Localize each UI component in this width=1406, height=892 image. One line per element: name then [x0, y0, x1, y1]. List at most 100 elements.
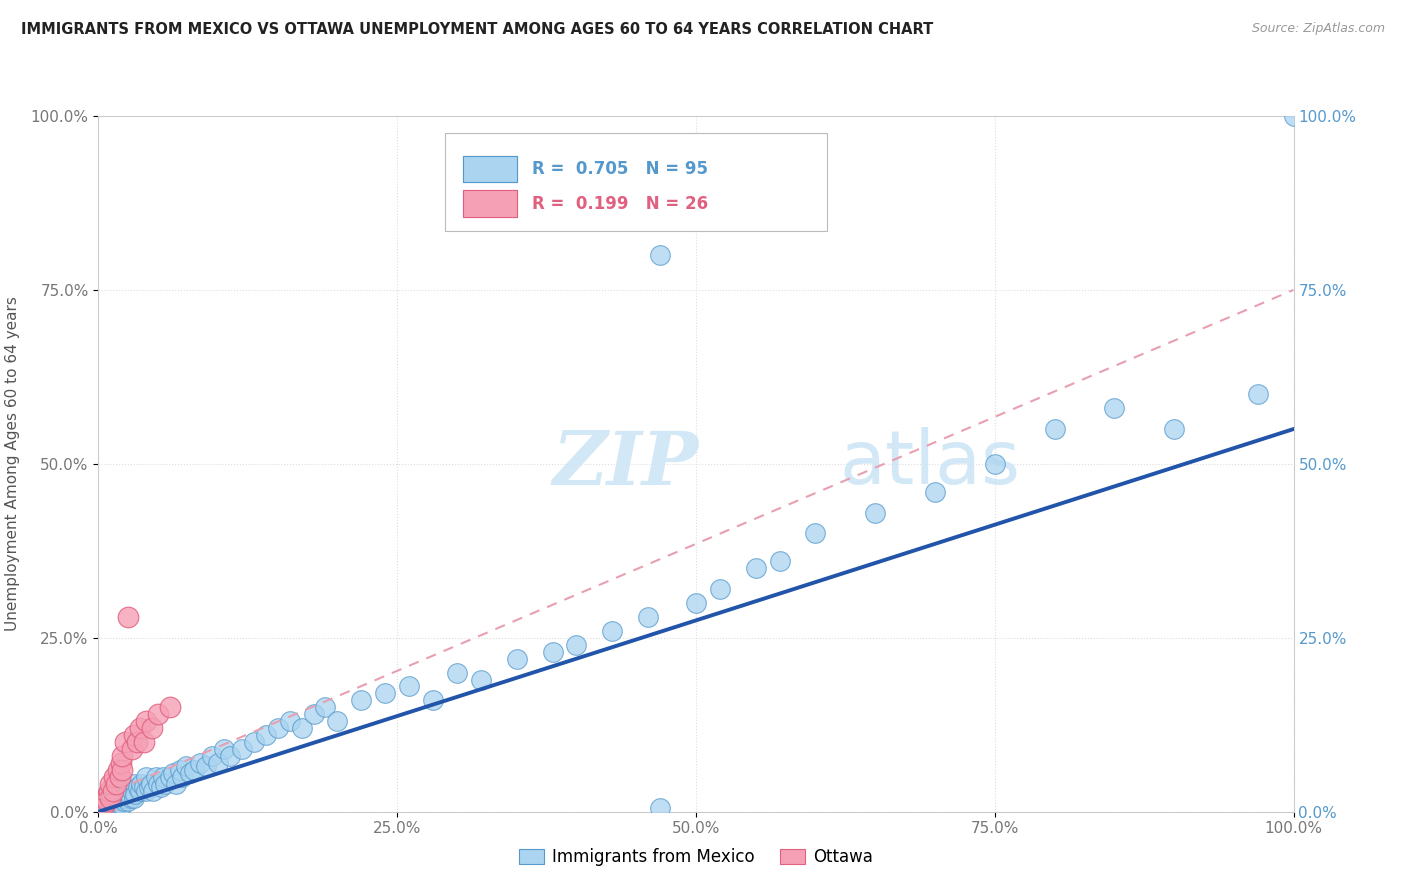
Point: [1163, 422, 1185, 436]
Point: [139, 777, 162, 791]
Point: [132, 780, 155, 795]
Point: [101, 784, 124, 798]
Point: [768, 554, 790, 568]
Point: [159, 770, 181, 784]
Point: [111, 784, 134, 798]
Point: [219, 749, 242, 764]
Point: [422, 693, 444, 707]
Point: [97, 788, 120, 801]
Point: [141, 721, 163, 735]
Point: [326, 714, 349, 729]
Point: [124, 788, 146, 801]
Point: [104, 792, 127, 806]
Text: atlas: atlas: [839, 427, 1021, 500]
Point: [105, 788, 128, 801]
Point: [98, 797, 122, 811]
Point: [98, 790, 122, 805]
Point: [148, 777, 170, 791]
Point: [107, 763, 129, 777]
Point: [117, 794, 139, 808]
Point: [105, 797, 128, 812]
Point: [124, 777, 146, 791]
Point: [315, 700, 337, 714]
Point: [162, 766, 184, 780]
Point: [107, 797, 129, 811]
Point: [138, 780, 160, 795]
Point: [470, 673, 492, 687]
Point: [101, 797, 124, 812]
Point: [108, 770, 131, 784]
Point: [105, 777, 128, 791]
Point: [1246, 387, 1268, 401]
FancyBboxPatch shape: [463, 155, 517, 182]
Point: [188, 756, 211, 770]
Point: [111, 749, 134, 764]
Point: [267, 721, 290, 735]
Point: [254, 728, 277, 742]
Point: [124, 728, 146, 742]
Point: [111, 790, 134, 805]
Text: ZIP: ZIP: [553, 427, 699, 500]
Point: [231, 742, 253, 756]
Text: Source: ZipAtlas.com: Source: ZipAtlas.com: [1251, 22, 1385, 36]
Point: [103, 770, 125, 784]
Point: [745, 561, 768, 575]
Point: [145, 770, 167, 784]
Point: [165, 777, 187, 791]
Point: [350, 693, 373, 707]
Point: [110, 756, 132, 770]
Point: [98, 784, 121, 798]
Point: [291, 721, 314, 735]
Point: [93, 801, 115, 815]
Point: [135, 770, 157, 784]
Point: [1102, 401, 1125, 416]
Point: [149, 780, 172, 795]
Point: [121, 784, 143, 798]
Point: [98, 800, 121, 814]
FancyBboxPatch shape: [444, 134, 827, 231]
Point: [1282, 109, 1305, 123]
Point: [120, 790, 142, 805]
Point: [96, 799, 118, 814]
Point: [155, 777, 177, 791]
Point: [398, 680, 420, 694]
Point: [103, 794, 125, 808]
Point: [148, 707, 170, 722]
Point: [602, 624, 624, 638]
Point: [111, 797, 134, 812]
Point: [179, 766, 201, 780]
Point: [98, 794, 122, 808]
Point: [129, 721, 152, 735]
Point: [637, 610, 659, 624]
Point: [107, 790, 129, 805]
Point: [98, 777, 122, 791]
Point: [207, 756, 229, 770]
Point: [135, 784, 157, 798]
Point: [152, 770, 174, 784]
Point: [115, 790, 138, 805]
Point: [112, 794, 135, 808]
Point: [98, 790, 122, 805]
Point: [302, 707, 325, 722]
Point: [132, 735, 155, 749]
Point: [506, 651, 529, 665]
Point: [709, 582, 731, 596]
Point: [98, 797, 122, 812]
Point: [243, 735, 266, 749]
Point: [142, 784, 165, 798]
Point: [96, 794, 118, 808]
Point: [648, 248, 672, 262]
Point: [194, 759, 218, 773]
Point: [117, 610, 139, 624]
Point: [93, 797, 115, 812]
Point: [127, 780, 149, 795]
Point: [111, 763, 134, 777]
Point: [159, 700, 181, 714]
Point: [110, 789, 132, 804]
Point: [804, 526, 827, 541]
Point: [648, 801, 672, 815]
Point: [374, 686, 396, 700]
Point: [446, 665, 468, 680]
Point: [172, 770, 194, 784]
Point: [131, 777, 153, 791]
